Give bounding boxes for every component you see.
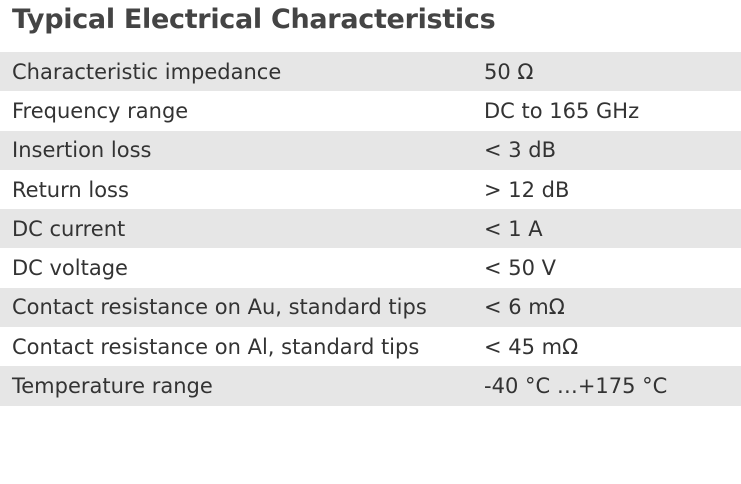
table-row: Contact resistance on Au, standard tips <… [0, 287, 741, 328]
value-cell: DC to 165 GHz [484, 98, 640, 123]
label-cell: Frequency range [12, 98, 189, 123]
table-row: Temperature range -40 °C …+175 °C [0, 366, 741, 406]
value-cell: 50 Ω [484, 59, 534, 84]
value-cell: < 50 V [484, 256, 557, 281]
table-row: Characteristic impedance 50 Ω [0, 52, 741, 92]
spec-table: Characteristic impedance 50 Ω Frequency ra… [0, 52, 741, 406]
value-cell: -40 °C …+175 °C [484, 374, 668, 399]
table-row: DC voltage < 50 V [0, 248, 741, 287]
label-cell: Insertion loss [12, 138, 152, 163]
label-cell: Contact resistance on Al, standard tips [12, 334, 420, 359]
table-row: DC current < 1 A [0, 209, 741, 249]
label-cell: DC current [12, 216, 126, 241]
value-cell: > 12 dB [484, 177, 570, 202]
label-cell: Characteristic impedance [12, 59, 282, 84]
label-cell: Return loss [12, 177, 129, 202]
table-row: Return loss > 12 dB [0, 170, 741, 209]
value-cell: < 6 mΩ [484, 295, 565, 320]
value-cell: < 1 A [484, 216, 543, 241]
title: Typical Electrical Characteristics [12, 4, 496, 35]
value-cell: < 3 dB [484, 138, 557, 163]
table-row: Insertion loss < 3 dB [0, 130, 741, 170]
table-row: Contact resistance on Al, standard tips <… [0, 327, 741, 366]
value-cell: < 45 mΩ [484, 334, 579, 359]
label-cell: Contact resistance on Au, standard tips [12, 295, 427, 320]
label-cell: DC voltage [12, 256, 128, 281]
label-cell: Temperature range [12, 374, 213, 399]
table-row: Frequency range DC to 165 GHz [0, 91, 741, 130]
